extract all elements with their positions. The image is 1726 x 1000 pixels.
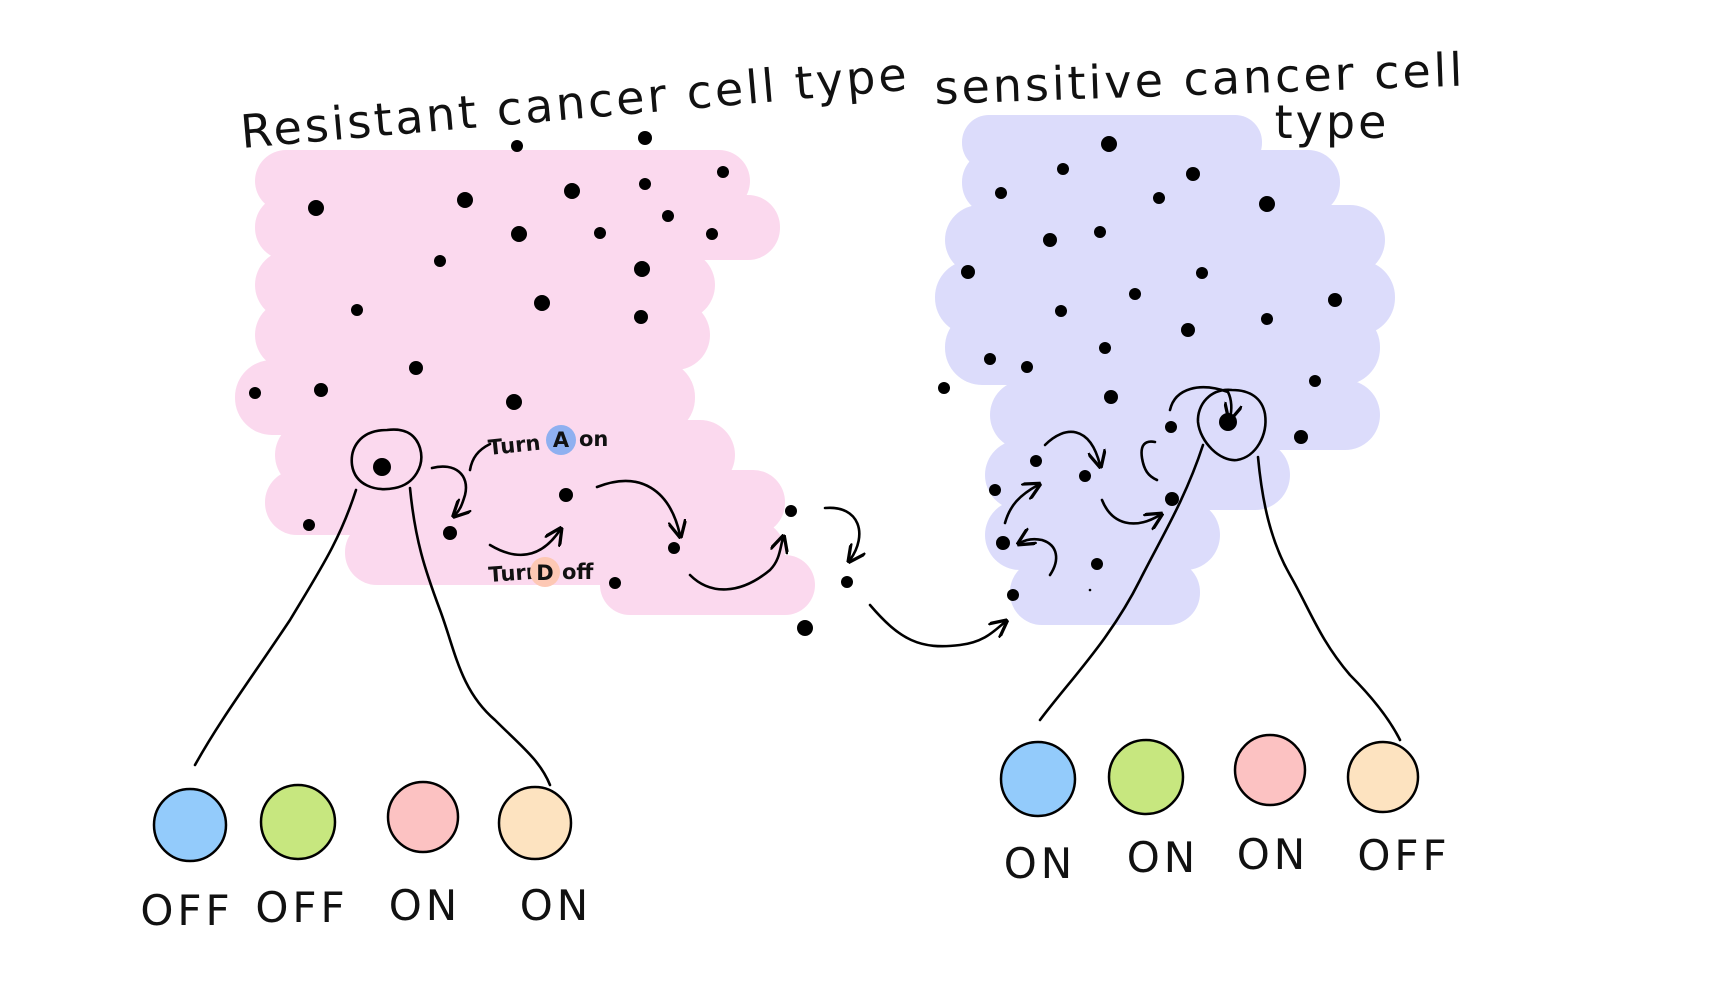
transition-arrows	[430, 386, 1231, 648]
resistant-gene-3-state: ON	[389, 881, 461, 930]
turn-a-prefix: Turn	[487, 431, 542, 460]
turn-d-badge	[530, 557, 560, 587]
resistant-magnified-cell	[193, 428, 552, 787]
sensitive-gene-3-state: ON	[1237, 830, 1309, 879]
resistant-cells	[249, 131, 853, 636]
sensitive-gene-1-state: ON	[1004, 839, 1076, 888]
turn-a-on-annotation: Turn A on	[468, 425, 608, 472]
sensitive-gene-1: ON	[999, 740, 1077, 888]
sensitive-gene-4-state: OFF	[1357, 831, 1450, 880]
resistant-gene-list: OFF OFF ON ON	[140, 780, 592, 935]
turn-a-suffix: on	[579, 427, 608, 451]
resistant-title: Resistant cancer cell type	[238, 47, 911, 159]
resistant-gene-1-state: OFF	[140, 886, 233, 935]
resistant-gene-1: OFF	[140, 787, 233, 935]
sensitive-gene-4: OFF	[1346, 740, 1450, 880]
turn-a-letter: A	[553, 428, 570, 452]
sensitive-cells	[938, 136, 1342, 601]
resistant-gene-3: ON	[386, 780, 461, 930]
turn-a-badge	[546, 425, 576, 455]
turn-d-suffix: off	[562, 560, 594, 584]
resistant-region	[235, 150, 815, 615]
sensitive-gene-list: ON ON ON OFF	[999, 733, 1450, 888]
resistant-gene-2: OFF	[255, 783, 348, 932]
turn-d-off-annotation: Turn D off	[488, 557, 594, 587]
sensitive-title-line2: type	[1275, 95, 1390, 149]
resistant-gene-2-state: OFF	[255, 883, 348, 932]
resistant-gene-4: ON	[497, 785, 592, 930]
sensitive-gene-2-state: ON	[1127, 833, 1199, 882]
resistant-gene-4-state: ON	[520, 881, 592, 930]
turn-d-letter: D	[536, 561, 553, 585]
sensitive-gene-2: ON	[1107, 738, 1199, 882]
sensitive-gene-3: ON	[1233, 733, 1309, 879]
